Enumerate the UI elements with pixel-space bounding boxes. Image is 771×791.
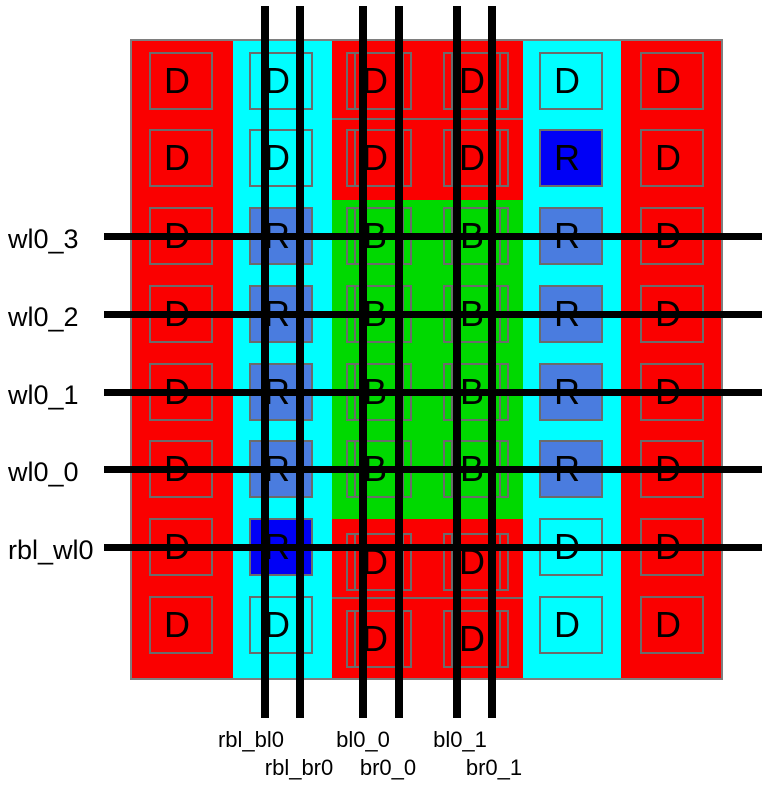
bitline-bl0_1 [453,6,461,718]
cell-r7c5-label: D [655,604,681,645]
cell-r7c2-outline-b [354,610,412,668]
wordline-label-rbl_wl0: rbl_wl0 [8,535,94,565]
cell-r0c3-outline-b [451,52,509,110]
cell-r1c0-outline [149,129,213,187]
cell-r1c0-label: D [164,137,190,178]
bitline-bl0_0 [359,6,367,718]
cell-r6c3-outline-b [451,533,509,591]
bitcell-region-row-separator-top [332,118,523,120]
cell-r7c4-label: D [554,604,580,645]
bitline-rbl_br0 [296,6,304,718]
wordline-rbl_wl0 [104,544,762,551]
wordline-wl0_0 [104,466,762,473]
cell-r0c2-outline-b [354,52,412,110]
bitline-label-bl0_1: bl0_1 [433,727,487,752]
bitline-br0_0 [395,6,403,718]
wordline-label-wl0_0: wl0_0 [8,457,79,487]
cell-r1c2-outline-b [354,129,412,187]
bitcell-region-row-separator-bottom [332,597,523,599]
bitline-label-rbl_br0: rbl_br0 [264,755,334,780]
cell-r7c5-outline [640,596,704,654]
cell-r7c4-outline [539,596,603,654]
cell-r7c3-outline-b [451,610,509,668]
cell-r0c5-label: D [655,60,681,101]
cell-r1c3-outline-b [451,129,509,187]
dummy-column-right-band [621,40,723,680]
cell-r0c4-label: D [554,60,580,101]
cell-r1c4-filled [539,129,603,187]
wordline-label-wl0_1: wl0_1 [8,380,79,410]
cell-r7c0-outline [149,596,213,654]
cell-r1c5-label: D [655,137,681,178]
bitline-label-br0_1: br0_1 [465,755,523,780]
bitline-label-br0_0: br0_0 [359,755,417,780]
cell-r0c1-outline [249,52,313,110]
wordline-label-wl0_2: wl0_2 [8,302,79,332]
cell-r1c1-outline [249,129,313,187]
cell-r1c3-label: D [459,137,485,178]
wordline-label-wl0_3: wl0_3 [8,224,79,254]
cell-r7c0-label: D [164,604,190,645]
cell-r0c0-label: D [164,60,190,101]
bitline-br0_1 [488,6,496,718]
dummy-column-left-band [131,40,233,680]
cell-r0c5-outline [640,52,704,110]
wordline-wl0_2 [104,311,762,318]
cell-r1c4-label: R [554,137,580,178]
cell-r0c3-label: D [459,60,485,101]
cell-r7c1-outline [249,596,313,654]
bitline-label-rbl_bl0: rbl_bl0 [217,727,285,752]
cell-r0c0-outline [149,52,213,110]
cell-r1c5-outline [640,129,704,187]
wordline-wl0_1 [104,389,762,396]
cell-r7c3-label: D [459,618,485,659]
cell-r0c4-outline [539,52,603,110]
cell-r6c2-outline-b [354,533,412,591]
array-outline [130,39,723,680]
wordline-wl0_3 [104,233,762,240]
bitline-label-bl0_0: bl0_0 [336,727,390,752]
bitline-rbl_bl0 [261,6,269,718]
